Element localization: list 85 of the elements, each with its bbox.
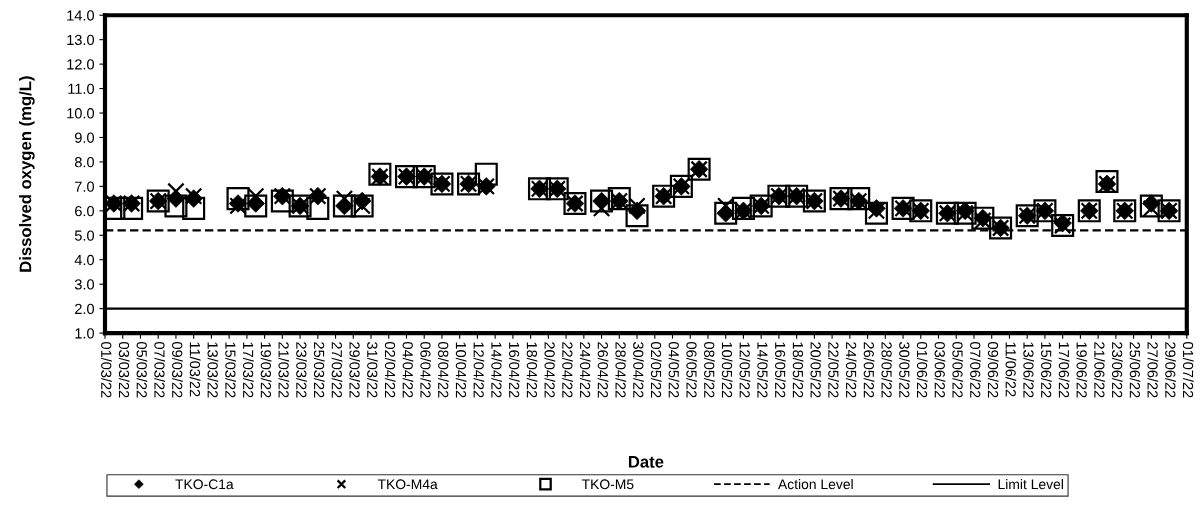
x-tick-label: 04/04/22 (402, 342, 414, 398)
y-tick-label: 5.0 (74, 230, 95, 241)
x-tick-label: 12/04/22 (473, 342, 485, 398)
x-tick-label: 28/04/22 (615, 342, 627, 398)
x-tick-label: 26/05/22 (863, 342, 875, 398)
x-tick-label: 21/03/22 (278, 342, 290, 398)
x-tick-label: 01/06/22 (916, 342, 928, 398)
x-tick-label: 01/07/22 (1182, 342, 1194, 398)
x-tick-label: 23/06/22 (1111, 342, 1123, 398)
x-tick-label: 01/03/22 (101, 342, 112, 398)
x-tick-label: 20/05/22 (810, 342, 822, 398)
x-tick-label: 05/03/22 (136, 342, 148, 398)
x-tick-label: 16/05/22 (774, 342, 786, 398)
x-tick-label: 02/04/22 (384, 342, 396, 398)
x-tick-label: 31/03/22 (367, 341, 378, 398)
legend-label: TKO-M4a (377, 479, 438, 490)
x-tick-label: 25/06/22 (1129, 342, 1141, 398)
x-tick-label: 20/04/22 (544, 342, 556, 398)
x-tick-label: 18/04/22 (526, 342, 538, 398)
point (628, 197, 646, 215)
y-tick-label: 1.0 (75, 328, 95, 339)
x-tick-label: 22/05/22 (828, 342, 839, 398)
x-tick-label: 27/06/22 (1147, 342, 1159, 398)
legend-label: TKO-M5 (581, 479, 634, 490)
x-tick-label: 08/04/22 (438, 342, 449, 398)
x-tick-label: 03/06/22 (934, 342, 946, 398)
y-tick-label: 13.0 (67, 34, 95, 46)
x-tick-label: 15/03/22 (225, 342, 236, 398)
y-tick-label: 8.0 (74, 157, 95, 168)
y-tick-label: 14.0 (67, 10, 95, 21)
x-tick-label: 09/06/22 (987, 342, 999, 398)
legend-label: Action Level (777, 478, 853, 490)
x-tick-label: 30/04/22 (633, 341, 644, 398)
x-tick-label: 06/05/22 (686, 342, 698, 398)
y-tick-label: 3.0 (74, 279, 95, 290)
x-tick-label: 29/06/22 (1165, 342, 1176, 398)
x-axis-title: Date (628, 456, 664, 468)
y-tick-label: 4.0 (74, 254, 95, 266)
x-tick-label: 19/03/22 (260, 342, 272, 398)
point (246, 187, 265, 205)
x-tick-label: 04/05/22 (668, 342, 680, 398)
x-tick-label: 09/03/22 (172, 342, 183, 398)
x-tick-label: 10/04/22 (455, 342, 467, 398)
x-tick-label: 23/03/22 (296, 342, 307, 398)
x-tick-label: 10/05/22 (721, 342, 733, 398)
x-tick-label: 14/05/22 (757, 342, 768, 398)
x-tick-label: 19/06/22 (1076, 342, 1088, 398)
x-tick-label: 15/06/22 (1041, 342, 1052, 398)
x-tick-label: 03/03/22 (118, 342, 130, 398)
y-tick-label: 9.0 (75, 132, 95, 143)
x-tick-label: 12/05/22 (739, 342, 751, 398)
x-tick-label: 18/05/22 (792, 342, 804, 398)
legend-label: Limit Level (998, 478, 1063, 490)
x-tick-label: 14/04/22 (491, 342, 502, 398)
x-tick-label: 16/04/22 (508, 342, 520, 398)
y-axis-title: Dissolved oxygen (mg/L) (19, 76, 35, 272)
x-tick-label: 07/06/22 (970, 342, 981, 398)
x-tick-label: 11/06/22 (1005, 342, 1017, 397)
y-tick-label: 12.0 (67, 59, 95, 70)
x-tick-label: 11/03/22 (189, 342, 201, 397)
legend-label: TKO-C1a (175, 479, 234, 490)
x-tick-label: 28/05/22 (881, 342, 893, 398)
x-tick-label: 13/06/22 (1023, 342, 1034, 398)
x-tick-label: 07/03/22 (154, 342, 165, 398)
y-tick-label: 7.0 (75, 181, 95, 192)
x-tick-label: 21/06/22 (1094, 342, 1105, 398)
x-tick-label: 24/04/22 (579, 342, 591, 398)
x-tick-label: 02/05/22 (650, 342, 662, 398)
x-tick-label: 30/05/22 (899, 341, 910, 398)
y-tick-label: 2.0 (75, 303, 95, 315)
x-tick-label: 17/03/22 (242, 342, 254, 398)
x-tick-label: 17/06/22 (1058, 342, 1070, 398)
y-tick-label: 6.0 (75, 205, 95, 217)
x-tick-label: 27/03/22 (331, 342, 343, 398)
x-tick-label: 08/05/22 (704, 342, 715, 398)
x-tick-label: 22/04/22 (562, 342, 573, 398)
x-tick-label: 25/03/22 (313, 342, 325, 398)
x-tick-label: 06/04/22 (420, 342, 432, 398)
x-tick-label: 29/03/22 (349, 342, 361, 398)
x-tick-label: 26/04/22 (597, 342, 609, 398)
x-tick-label: 05/06/22 (952, 342, 964, 398)
x-tick-label: 24/05/22 (845, 342, 857, 398)
x-tick-label: 13/03/22 (207, 342, 219, 398)
y-tick-label: 11.0 (68, 83, 95, 94)
y-tick-label: 10.0 (67, 108, 95, 119)
